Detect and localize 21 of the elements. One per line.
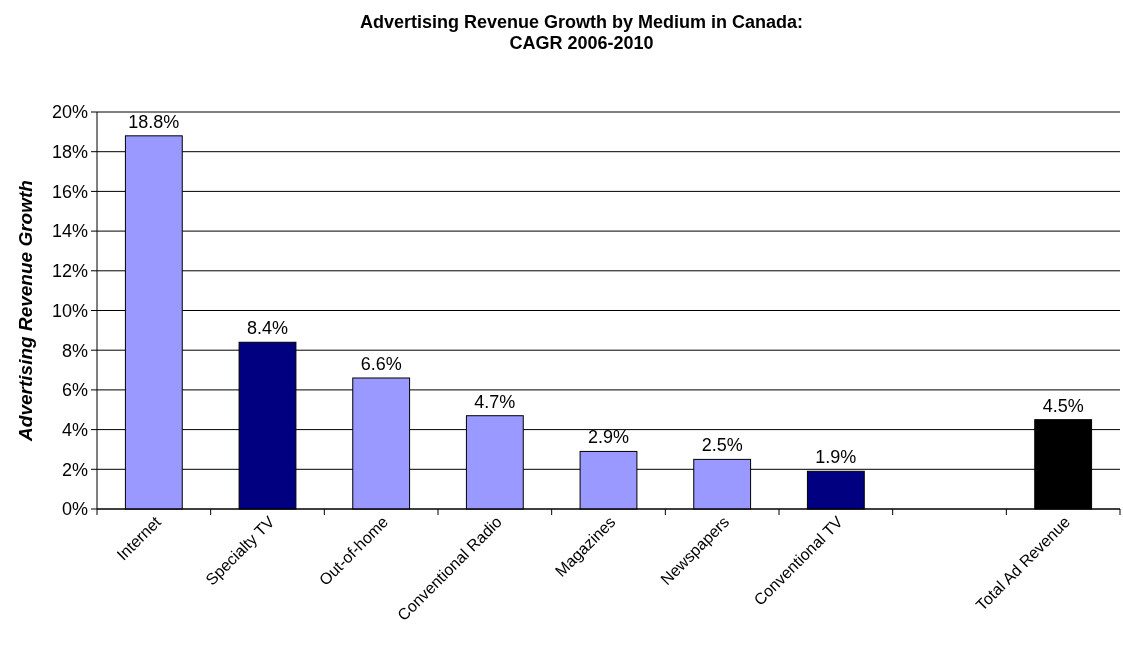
y-tick-label: 16%	[51, 181, 88, 202]
y-tick-label: 12%	[51, 261, 88, 282]
data-label: 4.7%	[474, 391, 516, 412]
y-tick-label: 0%	[61, 499, 88, 520]
data-label: 2.5%	[701, 435, 743, 456]
y-tick-label: 6%	[61, 380, 88, 401]
y-tick-label: 14%	[51, 221, 88, 242]
y-tick-label: 8%	[61, 340, 88, 361]
chart-title: Advertising Revenue Growth by Medium in Canada: CAGR 2006-2010	[359, 12, 804, 53]
data-label: 18.8%	[128, 111, 180, 132]
data-label: 2.9%	[587, 427, 630, 448]
data-label: 1.9%	[815, 447, 857, 468]
y-axis-title: Advertising Revenue Growth	[15, 180, 36, 442]
y-tick-label: 20%	[51, 102, 88, 123]
data-label: 8.4%	[246, 318, 289, 339]
y-tick-label: 18%	[51, 142, 88, 162]
y-tick-label: 4%	[61, 419, 88, 440]
data-label: 4.5%	[1042, 395, 1084, 416]
y-tick-label: 2%	[61, 459, 88, 480]
data-label: 6.6%	[360, 353, 402, 374]
y-tick-label: 10%	[51, 300, 88, 321]
